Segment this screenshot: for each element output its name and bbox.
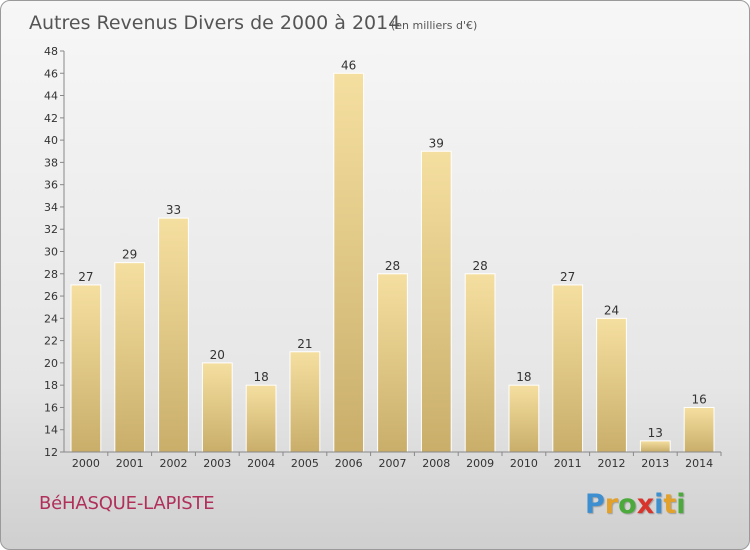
x-tick-label-2013: 2013 — [641, 457, 669, 470]
x-tick-label-2011: 2011 — [554, 457, 582, 470]
value-label-2013: 13 — [648, 426, 663, 440]
bar-2000 — [70, 284, 102, 453]
y-tick-label: 20 — [44, 357, 58, 370]
value-label-2007: 28 — [385, 259, 400, 273]
bar-2013 — [639, 440, 671, 453]
logo-letter: i — [654, 489, 664, 520]
y-tick-label: 38 — [44, 156, 58, 169]
x-tick-label-2006: 2006 — [335, 457, 363, 470]
bar-2009 — [464, 273, 496, 453]
logo-letter: i — [676, 489, 686, 520]
y-axis: 12 14 16 18 20 22 24 26 28 30 32 34 36 38 40 42 44 46 48 — [44, 45, 65, 459]
logo-letter: r — [604, 489, 619, 520]
value-label-2008: 39 — [429, 136, 444, 150]
x-tick-label-2012: 2012 — [598, 457, 626, 470]
bar-2005 — [289, 351, 321, 453]
x-tick-label-2010: 2010 — [510, 457, 538, 470]
x-tick-label-2014: 2014 — [685, 457, 713, 470]
chart-title: Autres Revenus Divers de 2000 à 2014 — [29, 12, 400, 34]
bar-2008 — [420, 150, 452, 453]
value-label-2011: 27 — [560, 270, 575, 284]
bar-2004 — [245, 384, 277, 453]
y-tick-label: 48 — [44, 45, 58, 58]
bar-2014 — [683, 406, 715, 453]
x-tick-label-2009: 2009 — [466, 457, 494, 470]
x-tick-label-2002: 2002 — [160, 457, 188, 470]
y-tick-label: 12 — [44, 446, 58, 459]
y-tick-label: 22 — [44, 335, 58, 348]
value-label-2010: 18 — [516, 370, 531, 384]
value-label-2006: 46 — [341, 58, 356, 72]
bar-2007 — [377, 273, 408, 453]
value-label-2012: 24 — [604, 303, 619, 317]
value-label-2014: 16 — [691, 392, 706, 406]
y-tick-label: 18 — [44, 379, 58, 392]
bar-2011 — [552, 284, 584, 453]
y-tick-label: 32 — [44, 223, 58, 236]
value-label-2001: 29 — [122, 248, 137, 262]
y-tick-label: 28 — [44, 268, 58, 281]
bars-group: 27 29 33 20 18 21 46 28 39 28 18 27 24 13 16 — [70, 58, 715, 453]
bar-2002 — [158, 217, 189, 453]
y-tick-label: 42 — [44, 112, 58, 125]
y-tick-label: 40 — [44, 134, 58, 147]
y-tick-label: 26 — [44, 290, 58, 303]
value-label-2009: 28 — [472, 259, 487, 273]
y-tick-label: 16 — [44, 401, 58, 414]
proxiti-logo[interactable]: Proxiti — [585, 489, 686, 520]
bar-2006 — [333, 72, 365, 453]
x-tick-label-2001: 2001 — [116, 457, 144, 470]
value-label-2002: 33 — [166, 203, 181, 217]
y-tick-label: 46 — [44, 67, 58, 80]
logo-letter: t — [663, 489, 677, 520]
commune-name: BéHASQUE-LAPISTE — [39, 493, 215, 514]
bar-2010 — [508, 384, 540, 453]
y-tick-label: 24 — [44, 312, 58, 325]
value-label-2000: 27 — [78, 270, 93, 284]
logo-letter: o — [618, 489, 637, 520]
logo-letter: P — [585, 489, 605, 520]
y-tick-label: 34 — [44, 201, 58, 214]
y-tick-label: 30 — [44, 246, 58, 259]
bar-2001 — [114, 262, 146, 453]
x-tick-label-2000: 2000 — [72, 457, 100, 470]
value-label-2003: 20 — [210, 348, 225, 362]
value-label-2004: 18 — [253, 370, 268, 384]
y-tick-label: 44 — [44, 90, 58, 103]
logo-letter: x — [636, 489, 655, 520]
x-tick-label-2004: 2004 — [247, 457, 275, 470]
x-tick-label-2008: 2008 — [422, 457, 450, 470]
chart-subtitle: (en milliers d'€) — [391, 19, 477, 32]
x-tick-label-2007: 2007 — [379, 457, 407, 470]
y-tick-label: 14 — [44, 424, 58, 437]
bar-2003 — [201, 362, 233, 453]
value-label-2005: 21 — [297, 337, 312, 351]
bar-2012 — [596, 317, 627, 453]
x-tick-label-2005: 2005 — [291, 457, 319, 470]
y-tick-label: 36 — [44, 179, 58, 192]
bar-chart: Autres Revenus Divers de 2000 à 2014 (en… — [29, 12, 722, 470]
x-tick-label-2003: 2003 — [203, 457, 231, 470]
x-axis: 2000 2001 2002 2003 2004 2005 2006 2007 2008 2009… — [64, 451, 722, 470]
